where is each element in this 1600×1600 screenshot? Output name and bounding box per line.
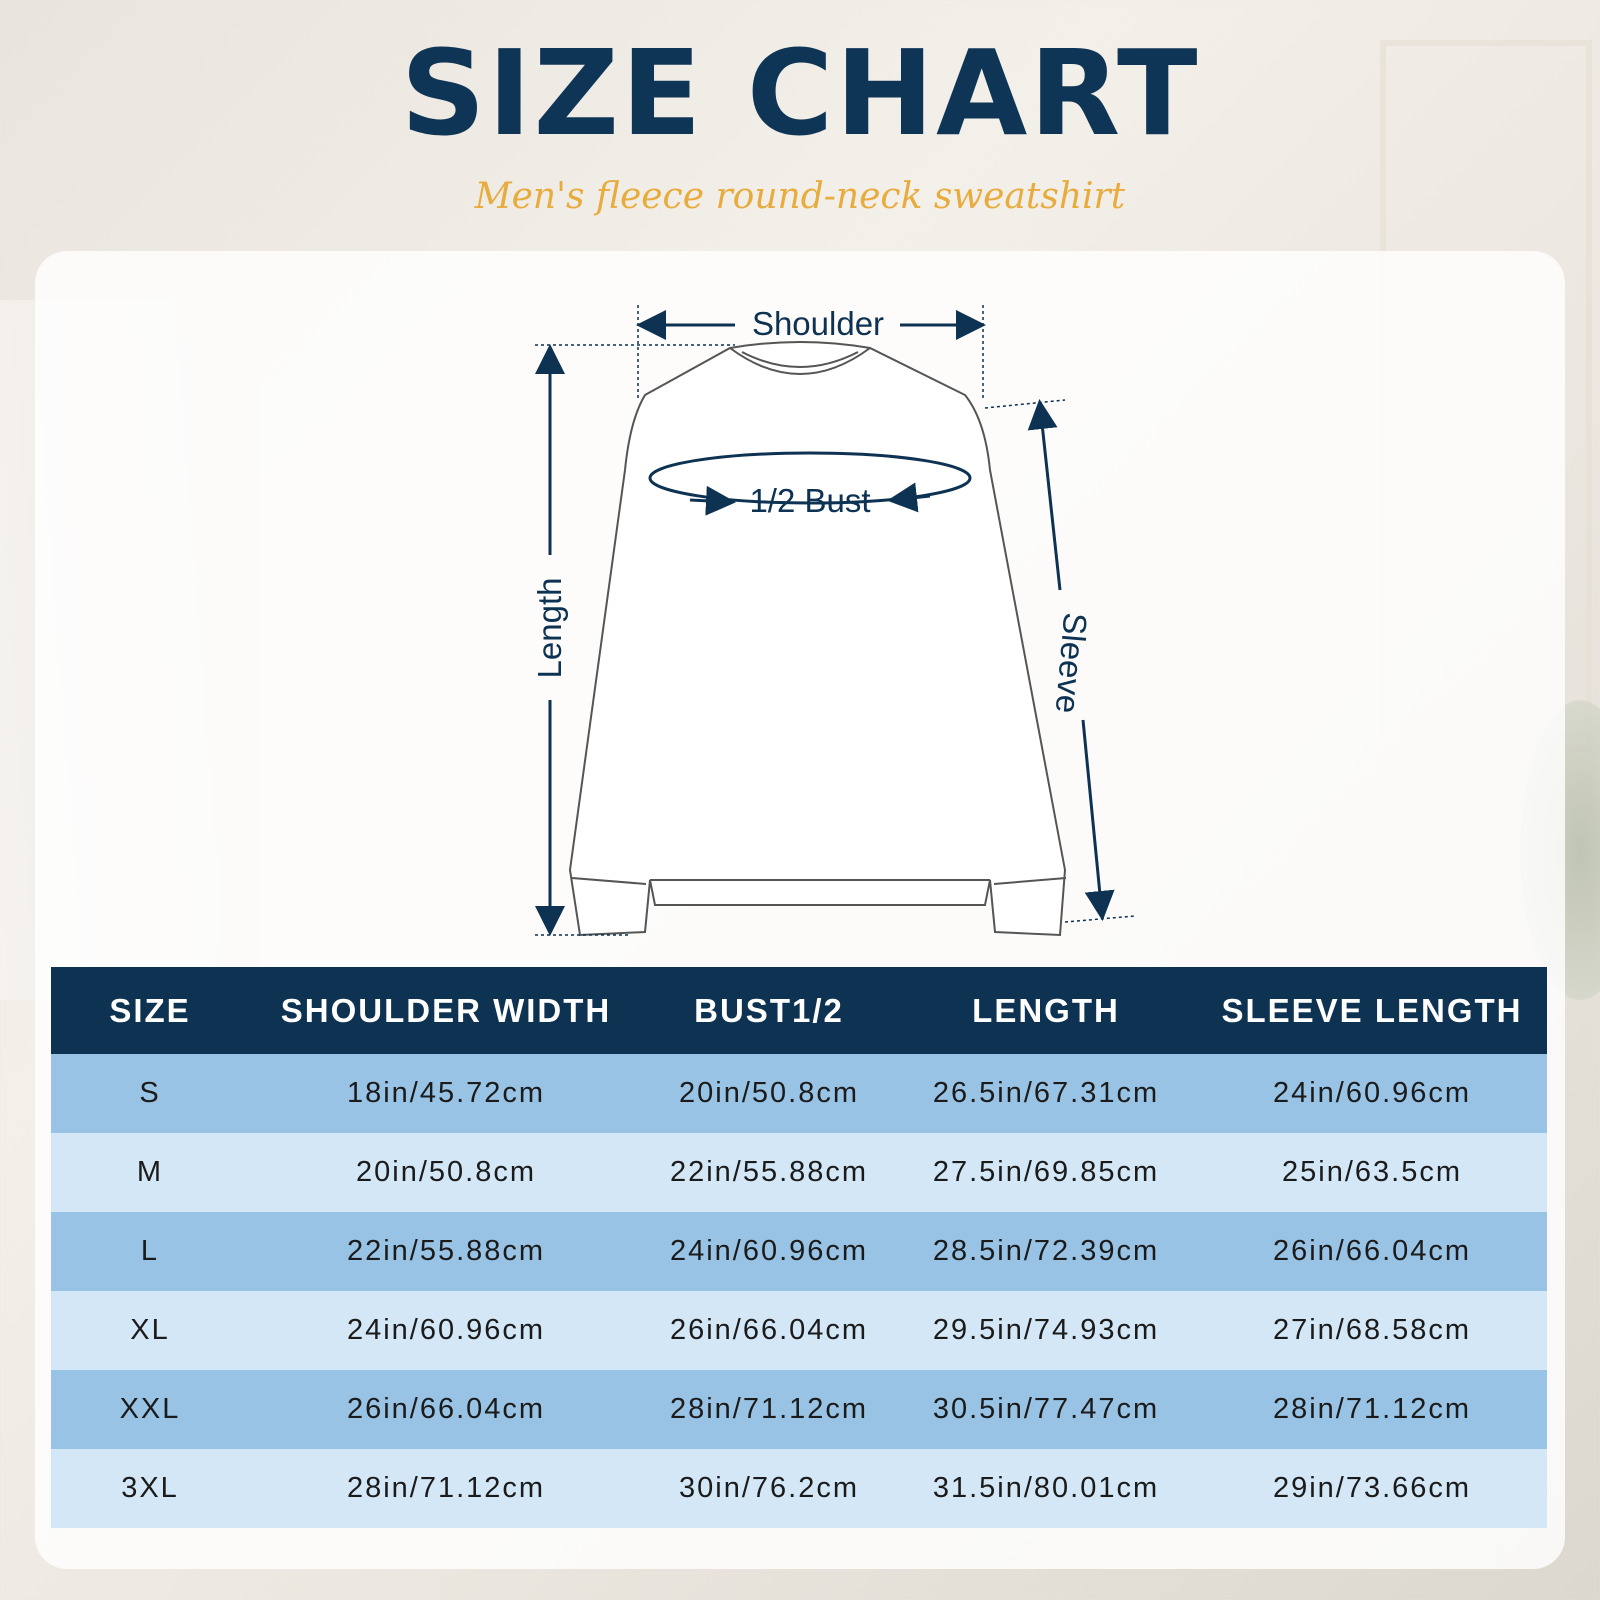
length-label: Length: [531, 578, 568, 679]
length-cell: 27.5in/69.85cm: [895, 1133, 1197, 1212]
size-cell: XXL: [51, 1370, 249, 1449]
bust-arrow: 1/2 Bust: [648, 451, 972, 519]
page-title: SIZE CHART: [400, 24, 1200, 162]
column-header-sleeve-length: SLEEVE LENGTH: [1197, 967, 1547, 1054]
sleeve-arrow: Sleeve: [1027, 399, 1115, 921]
length-cell: 31.5in/80.01cm: [895, 1449, 1197, 1528]
size-table: SIZE SHOULDER WIDTH BUST1/2 LENGTH SLEEV…: [51, 967, 1547, 1528]
column-header-length: LENGTH: [895, 967, 1197, 1054]
length-cell: 30.5in/77.47cm: [895, 1370, 1197, 1449]
bust-cell: 22in/55.88cm: [643, 1133, 895, 1212]
bust-label: 1/2 Bust: [749, 482, 870, 519]
length-cell: 26.5in/67.31cm: [895, 1054, 1197, 1133]
length-cell: 28.5in/72.39cm: [895, 1212, 1197, 1291]
table-row: S 18in/45.72cm 20in/50.8cm 26.5in/67.31cm 24…: [51, 1054, 1547, 1133]
table-header-row: SIZE SHOULDER WIDTH BUST1/2 LENGTH SLEEV…: [51, 967, 1547, 1054]
shoulder-width-cell: 26in/66.04cm: [249, 1370, 643, 1449]
sleeve-label: Sleeve: [1049, 611, 1095, 715]
sleeve-length-cell: 24in/60.96cm: [1197, 1054, 1547, 1133]
bust-cell: 26in/66.04cm: [643, 1291, 895, 1370]
shoulder-width-cell: 20in/50.8cm: [249, 1133, 643, 1212]
sweatshirt-outline: [568, 341, 1067, 937]
shoulder-width-cell: 22in/55.88cm: [249, 1212, 643, 1291]
sleeve-length-cell: 27in/68.58cm: [1197, 1291, 1547, 1370]
column-header-bust: BUST1/2: [643, 967, 895, 1054]
sleeve-length-cell: 29in/73.66cm: [1197, 1449, 1547, 1528]
table-row: 3XL 28in/71.12cm 30in/76.2cm 31.5in/80.01cm…: [51, 1449, 1547, 1528]
column-header-size: SIZE: [51, 967, 249, 1054]
column-header-shoulder-width: SHOULDER WIDTH: [249, 967, 643, 1054]
table-row: XXL 26in/66.04cm 28in/71.12cm 30.5in/77.47c…: [51, 1370, 1547, 1449]
page-subtitle: Men's fleece round-neck sweatshirt: [474, 176, 1126, 217]
size-cell: L: [51, 1212, 249, 1291]
length-arrow: Length: [531, 344, 568, 936]
size-cell: S: [51, 1054, 249, 1133]
sleeve-length-cell: 28in/71.12cm: [1197, 1370, 1547, 1449]
sweatshirt-diagram: Shoulder 1/2 Bust Length Sleeve: [531, 305, 1136, 937]
bust-cell: 24in/60.96cm: [643, 1212, 895, 1291]
size-cell: 3XL: [51, 1449, 249, 1528]
shoulder-width-cell: 24in/60.96cm: [249, 1291, 643, 1370]
sleeve-length-cell: 25in/63.5cm: [1197, 1133, 1547, 1212]
shoulder-width-cell: 18in/45.72cm: [249, 1054, 643, 1133]
bust-cell: 30in/76.2cm: [643, 1449, 895, 1528]
bust-cell: 28in/71.12cm: [643, 1370, 895, 1449]
shoulder-label: Shoulder: [752, 305, 884, 342]
shoulder-arrow: Shoulder: [636, 305, 986, 342]
table-row: L 22in/55.88cm 24in/60.96cm 28.5in/72.39cm 2…: [51, 1212, 1547, 1291]
table-row: M 20in/50.8cm 22in/55.88cm 27.5in/69.85cm 25…: [51, 1133, 1547, 1212]
size-cell: M: [51, 1133, 249, 1212]
shoulder-width-cell: 28in/71.12cm: [249, 1449, 643, 1528]
bust-cell: 20in/50.8cm: [643, 1054, 895, 1133]
size-cell: XL: [51, 1291, 249, 1370]
table-row: XL 24in/60.96cm 26in/66.04cm 29.5in/74.93cm…: [51, 1291, 1547, 1370]
sleeve-length-cell: 26in/66.04cm: [1197, 1212, 1547, 1291]
length-cell: 29.5in/74.93cm: [895, 1291, 1197, 1370]
